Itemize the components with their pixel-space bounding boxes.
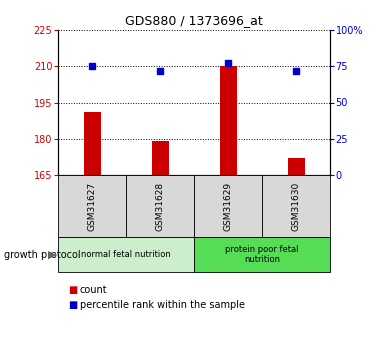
- Bar: [83, 112, 101, 175]
- Bar: [126, 175, 194, 237]
- Text: ▶: ▶: [48, 249, 56, 259]
- Bar: [287, 158, 305, 175]
- Text: GSM31628: GSM31628: [156, 181, 165, 230]
- Text: GSM31630: GSM31630: [291, 181, 301, 230]
- Bar: [58, 175, 126, 237]
- Text: GSM31629: GSM31629: [223, 181, 232, 230]
- Text: normal fetal nutrition: normal fetal nutrition: [81, 250, 171, 259]
- Title: GDS880 / 1373696_at: GDS880 / 1373696_at: [125, 14, 263, 28]
- Bar: [220, 66, 236, 175]
- Text: count: count: [80, 285, 108, 295]
- Bar: [262, 175, 330, 237]
- Text: ■: ■: [68, 300, 77, 310]
- Text: protein poor fetal
nutrition: protein poor fetal nutrition: [225, 245, 299, 264]
- Bar: [194, 175, 262, 237]
- Text: GSM31627: GSM31627: [87, 181, 96, 230]
- Text: growth protocol: growth protocol: [4, 249, 80, 259]
- Bar: [194, 237, 330, 272]
- Text: ■: ■: [68, 285, 77, 295]
- Text: percentile rank within the sample: percentile rank within the sample: [80, 300, 245, 310]
- Bar: [58, 237, 194, 272]
- Bar: [151, 141, 168, 175]
